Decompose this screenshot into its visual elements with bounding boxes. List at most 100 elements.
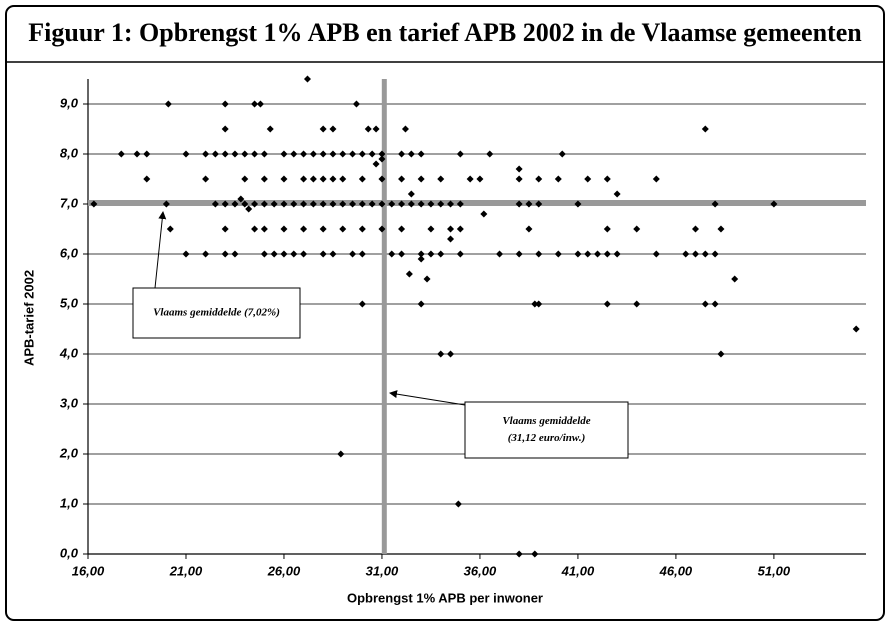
point [117,150,125,158]
point [633,225,641,233]
point [352,100,360,108]
point [398,175,406,183]
point [388,200,396,208]
point [701,250,709,258]
point [496,250,504,258]
point [260,175,268,183]
point [515,175,523,183]
point [256,100,264,108]
point [270,200,278,208]
point [329,200,337,208]
frame [5,5,885,621]
point [417,150,425,158]
x-tick-label: 36,00 [464,563,497,578]
point [300,175,308,183]
point [251,225,259,233]
point [164,100,172,108]
point [554,175,562,183]
annotation-box [132,287,301,339]
x-tick-label: 51,00 [758,563,791,578]
point [251,150,259,158]
point [594,250,602,258]
point [613,250,621,258]
point [221,125,229,133]
point [633,300,641,308]
point [701,125,709,133]
y-axis-title: APB-tarief 2002 [21,270,36,366]
point [202,175,210,183]
point [417,255,425,263]
point [427,225,435,233]
point [358,225,366,233]
point [398,150,406,158]
point [309,175,317,183]
point [717,350,725,358]
point [407,200,415,208]
point [182,150,190,158]
point [378,150,386,158]
point [300,250,308,258]
y-tick-label: 3,0 [60,395,79,410]
y-tick-label: 8,0 [60,145,79,160]
point [401,125,409,133]
point [531,300,539,308]
point [280,175,288,183]
point [211,200,219,208]
point [143,150,151,158]
annotation-text: (31,12 euro/inw.) [508,432,586,444]
point [515,165,523,173]
point [398,225,406,233]
point [405,270,413,278]
point [417,300,425,308]
point [711,250,719,258]
point [574,250,582,258]
point [407,150,415,158]
point [711,200,719,208]
point [339,200,347,208]
point [456,150,464,158]
point [290,200,298,208]
point [388,250,396,258]
point [251,100,259,108]
point [339,150,347,158]
point [447,350,455,358]
point [290,150,298,158]
point [280,225,288,233]
y-tick-label: 7,0 [60,195,79,210]
point [270,250,278,258]
y-tick-label: 6,0 [60,245,79,260]
point [300,200,308,208]
y-tick-label: 5,0 [60,295,79,310]
point [251,200,259,208]
point [337,450,345,458]
point [701,300,709,308]
point [143,175,151,183]
chart-title: Figuur 1: Opbrengst 1% APB en tarief APB… [28,18,862,47]
point [711,300,719,308]
point [133,150,141,158]
x-tick-label: 31,00 [366,563,399,578]
point [309,150,317,158]
point [358,250,366,258]
point [280,150,288,158]
x-tick-label: 46,00 [659,563,693,578]
point [329,150,337,158]
point [260,200,268,208]
point [319,150,327,158]
point [221,225,229,233]
point [368,150,376,158]
point [447,235,455,243]
point [378,200,386,208]
point [535,300,543,308]
point [427,250,435,258]
annotation-arrow [389,390,466,406]
point [378,175,386,183]
point [437,350,445,358]
point [613,190,621,198]
point [531,550,539,558]
point [525,225,533,233]
point [241,200,249,208]
point [692,225,700,233]
point [162,200,170,208]
